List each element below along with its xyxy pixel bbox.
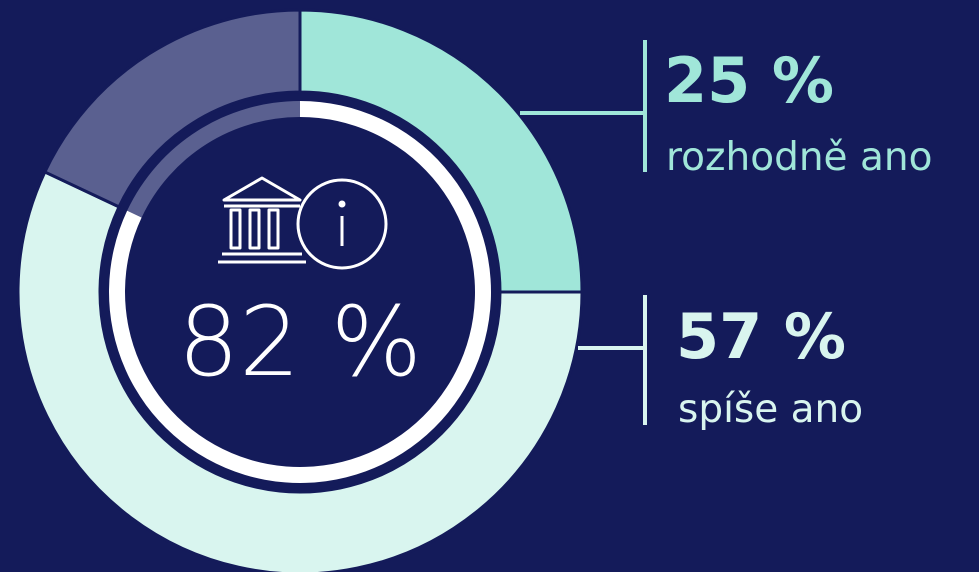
rings — [16, 8, 584, 572]
value-label: 25 % — [664, 44, 834, 117]
category-label: spíše ano — [678, 387, 863, 432]
bank-info-icon — [218, 176, 388, 270]
center-label: 82 % — [178, 286, 422, 398]
donut-segment — [16, 169, 584, 572]
donut-segment — [127, 101, 300, 218]
donut-segment — [298, 8, 584, 294]
value-label: 57 % — [676, 300, 846, 373]
category-label: rozhodně ano — [666, 135, 932, 180]
donut-segment — [42, 8, 302, 209]
